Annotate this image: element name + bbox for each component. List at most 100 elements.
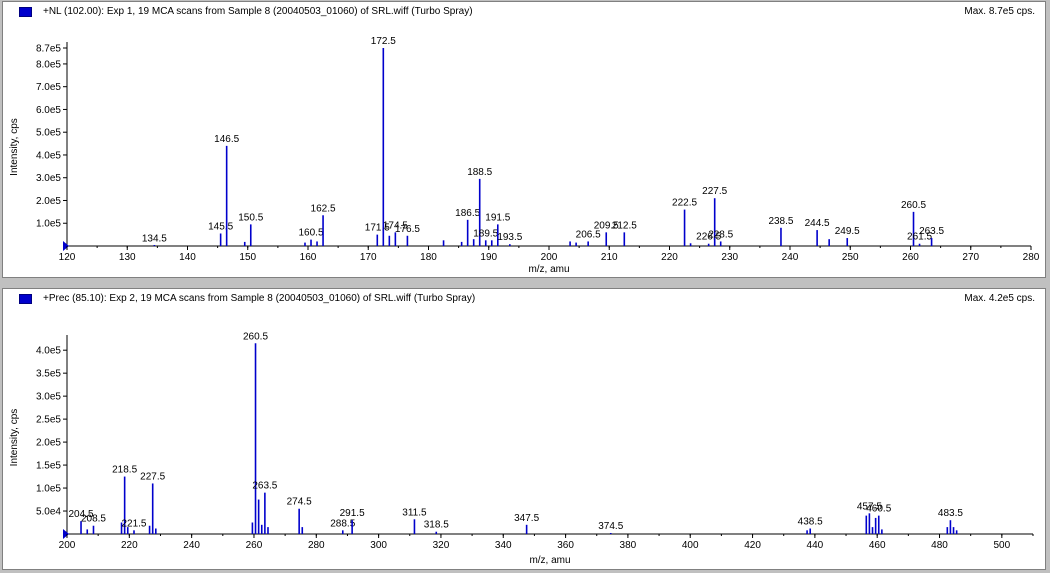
peak-label: 212.5 [612,220,637,231]
x-tick-label: 180 [420,252,437,263]
y-tick-label: 4.0e5 [36,150,61,161]
y-tick-label: 1.0e5 [36,484,61,495]
peak-label: 347.5 [514,513,539,524]
peak-label: 218.5 [112,465,137,476]
x-tick-label: 260 [246,540,263,551]
peak-label: 460.5 [866,504,891,515]
x-tick-label: 500 [993,540,1010,551]
x-tick-label: 420 [744,540,761,551]
peak-label: 204.5 [69,509,94,520]
peak-label: 227.5 [702,186,727,197]
peak-label: 206.5 [576,229,601,240]
y-axis-label: Intensity, cps [9,409,20,467]
peak-label: 274.5 [287,497,312,508]
peak-label: 162.5 [311,203,336,214]
peak-label: 244.5 [805,218,830,229]
peak-label: 191.5 [485,212,510,223]
y-tick-label: 3.5e5 [36,369,61,380]
peak-label: 176.5 [395,224,420,235]
x-tick-label: 260 [902,252,919,263]
x-tick-label: 240 [183,540,200,551]
y-tick-label: 2.0e5 [36,438,61,449]
spectrum-chart-bottom[interactable]: 200 220 240 260 280 300 320 340 360 380 400 420 440 4… [3,289,1045,569]
x-tick-label: 340 [495,540,512,551]
peak-label: 189.5 [473,228,498,239]
x-tick-label: 230 [721,252,738,263]
y-tick-label: 2.0e5 [36,196,61,207]
peak-label: 483.5 [938,508,963,519]
spectrum-chart-top[interactable]: 120 130 140 150 160 170 180 190 200 210 220 230 240 2… [3,2,1045,277]
x-tick-label: 320 [433,540,450,551]
peak-label: 209.5 [594,220,619,231]
x-tick-label: 440 [807,540,824,551]
peak-label: 263.5 [919,226,944,237]
x-tick-label: 280 [1023,252,1040,263]
peak-label: 260.5 [243,331,268,342]
peak-label: 186.5 [455,208,480,219]
x-tick-label: 250 [842,252,859,263]
x-tick-label: 140 [179,252,196,263]
x-tick-label: 120 [59,252,76,263]
peak-label: 145.5 [208,221,233,232]
peak-label: 174.5 [383,220,408,231]
peak-label: 288.5 [330,518,355,529]
peak-label: 291.5 [340,508,365,519]
peak-label: 238.5 [768,216,793,227]
peak-label: 193.5 [497,232,522,243]
x-tick-label: 190 [480,252,497,263]
x-tick-label: 380 [620,540,637,551]
max-intensity-label: Max. 4.2e5 cps. [964,293,1035,304]
peak-label: 188.5 [467,167,492,178]
x-tick-label: 200 [59,540,76,551]
peak-label: 208.5 [81,514,106,525]
panel-title: +NL (102.00): Exp 1, 19 MCA scans from S… [43,6,473,17]
y-tick-label: 1.0e5 [36,219,61,230]
panel-header: +Prec (85.10): Exp 2, 19 MCA scans from … [3,293,1045,307]
spectrum-panel-top: +NL (102.00): Exp 1, 19 MCA scans from S… [2,1,1046,278]
x-tick-label: 360 [557,540,574,551]
peak-label: 226.5 [696,232,721,243]
axis-origin-marker [63,529,69,539]
x-tick-label: 280 [308,540,325,551]
spectrum-panel-bottom: +Prec (85.10): Exp 2, 19 MCA scans from … [2,288,1046,570]
peak-label: 146.5 [214,134,239,145]
x-tick-label: 130 [119,252,136,263]
y-tick-label: 5.0e5 [36,128,61,139]
peak-label: 261.5 [907,232,932,243]
peak-label: 222.5 [672,198,697,209]
y-tick-label: 6.0e5 [36,105,61,116]
peak-label: 221.5 [121,518,146,529]
trace-color-marker[interactable] [19,294,32,304]
peak-label: 160.5 [298,228,323,239]
x-axis-label: m/z, amu [528,264,569,275]
trace-color-marker[interactable] [19,7,32,17]
peak-label: 311.5 [402,507,427,518]
x-tick-label: 200 [541,252,558,263]
y-axis-label: Intensity, cps [9,118,20,176]
x-tick-label: 160 [300,252,317,263]
peak-label: 227.5 [140,471,165,482]
peak-label: 374.5 [598,521,623,532]
peak-label: 249.5 [835,226,860,237]
x-tick-label: 220 [661,252,678,263]
x-tick-label: 400 [682,540,699,551]
peak-label: 150.5 [238,212,263,223]
x-tick-label: 460 [869,540,886,551]
y-tick-label: 8.0e5 [36,59,61,70]
y-tick-label: 8.7e5 [36,44,61,55]
y-tick-label: 2.5e5 [36,415,61,426]
x-tick-label: 170 [360,252,377,263]
x-axis-label: m/z, amu [529,555,570,566]
x-tick-label: 220 [121,540,138,551]
peak-label: 438.5 [798,516,823,527]
x-tick-label: 240 [782,252,799,263]
panel-title: +Prec (85.10): Exp 2, 19 MCA scans from … [43,293,476,304]
peak-label: 263.5 [252,481,277,492]
y-tick-label: 7.0e5 [36,82,61,93]
axis-origin-marker [63,241,69,251]
x-tick-label: 300 [370,540,387,551]
y-tick-label: 4.0e5 [36,346,61,357]
x-tick-label: 210 [601,252,618,263]
x-tick-label: 150 [239,252,256,263]
x-tick-label: 480 [931,540,948,551]
